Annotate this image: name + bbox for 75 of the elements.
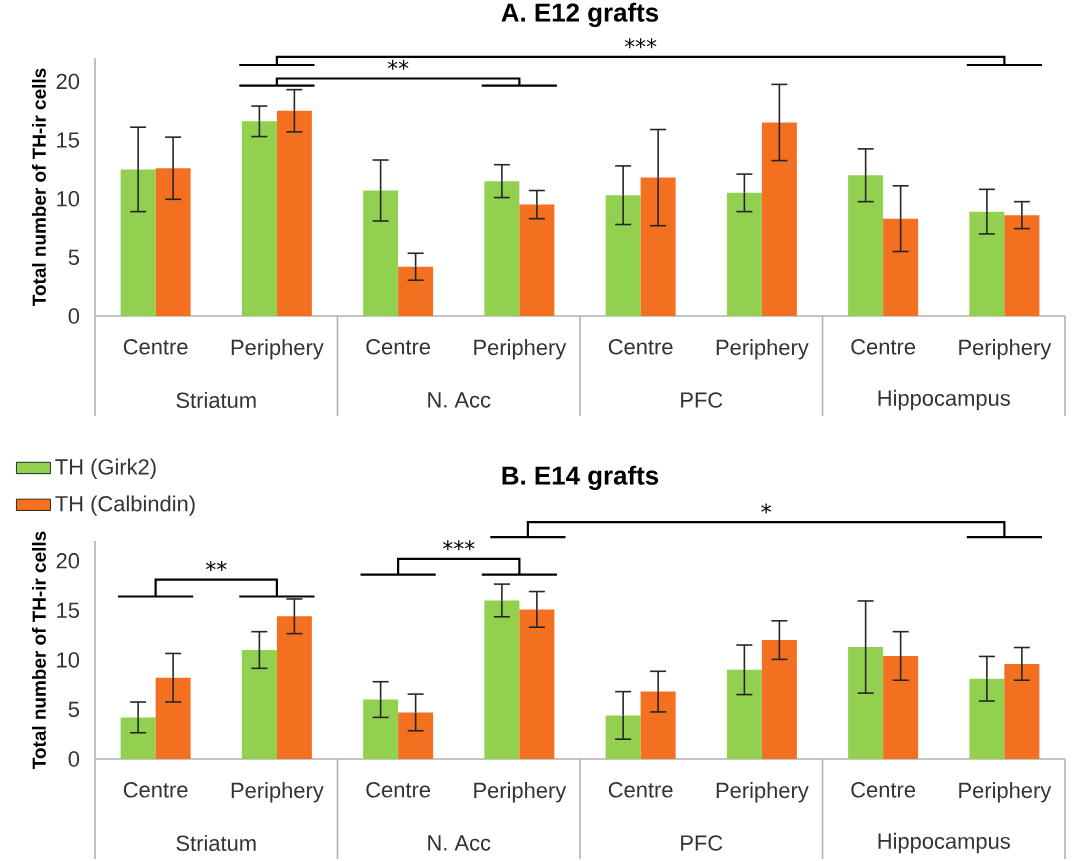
x-tick-label: Periphery	[231, 782, 324, 803]
x-tick-label: Centre	[123, 782, 188, 798]
annotation: **	[205, 561, 227, 571]
y-tick-label: 5	[68, 701, 80, 718]
y-tick-label: 15	[57, 132, 80, 148]
bar	[363, 190, 399, 316]
bar	[761, 122, 797, 316]
y-tick-label: 0	[68, 751, 80, 767]
text: PFC	[681, 392, 723, 408]
text: Hippocampus	[878, 832, 1010, 854]
bar	[120, 717, 156, 759]
bar	[276, 616, 312, 759]
x-tick-label: Periphery	[716, 339, 809, 360]
bar	[519, 609, 555, 759]
y-axis-title: Total number of TH-ir cells	[32, 68, 46, 306]
annotation: ***	[442, 540, 475, 551]
bar	[519, 204, 555, 316]
bar	[969, 211, 1005, 316]
x-tick-label: Centre	[608, 782, 673, 798]
x-tick-label: Periphery	[474, 339, 567, 360]
bar	[640, 691, 676, 759]
y-tick-label: 10	[57, 190, 80, 207]
bar	[276, 110, 312, 316]
y-tick-label: 20	[56, 553, 80, 569]
bar	[883, 218, 919, 316]
x-tick-label: Periphery	[474, 782, 567, 803]
x-tick-label: Centre	[608, 339, 673, 355]
y-axis-title: Total number of TH-ir cells	[32, 531, 46, 769]
bar	[484, 181, 520, 316]
text: PFC	[681, 835, 723, 851]
x-tick-label: Centre	[366, 782, 431, 798]
bar	[484, 600, 520, 759]
bar	[155, 168, 191, 316]
bar	[640, 177, 676, 316]
bar	[848, 647, 884, 759]
text: Striatum	[176, 834, 256, 852]
y-tick-label: 20	[56, 73, 80, 90]
x-tick-label: Periphery	[959, 782, 1052, 803]
text: Striatum	[176, 391, 256, 409]
y-tick-label: 15	[57, 602, 80, 619]
bar	[726, 192, 762, 316]
y-tick-label: 10	[57, 652, 80, 668]
text: Hippocampus	[878, 389, 1010, 411]
bar	[883, 655, 919, 759]
x-tick-label: Periphery	[716, 782, 809, 803]
bar	[761, 640, 797, 759]
bar	[726, 669, 762, 759]
x-tick-label: Periphery	[231, 339, 324, 360]
legend-label: TH (Girk2)	[55, 458, 156, 479]
bar	[398, 266, 434, 316]
y-tick-label: 0	[68, 308, 80, 324]
x-tick-label: Centre	[366, 339, 431, 355]
text: N. Acc	[428, 835, 491, 851]
bar	[120, 169, 156, 316]
text: ***	[624, 38, 657, 49]
chart-title: B. E14 grafts	[502, 465, 659, 491]
legend-label: TH (Calbindin)	[55, 495, 195, 516]
x-tick-label: Centre	[851, 782, 916, 798]
y-tick-label: 5	[68, 249, 80, 266]
x-tick-label: Centre	[123, 339, 188, 355]
bar	[241, 650, 277, 759]
bar	[848, 175, 884, 316]
x-tick-label: Centre	[851, 339, 916, 355]
bar	[969, 678, 1005, 759]
bar	[1004, 663, 1040, 759]
bar	[605, 195, 641, 316]
text: *	[761, 503, 771, 514]
x-tick-label: Periphery	[959, 339, 1052, 360]
bar	[155, 677, 191, 759]
chart-title: A. E12 grafts	[501, 2, 659, 28]
bar	[363, 699, 399, 759]
bar	[1004, 215, 1040, 316]
bar	[398, 712, 434, 759]
text: N. Acc	[428, 392, 491, 408]
bar	[241, 121, 277, 316]
